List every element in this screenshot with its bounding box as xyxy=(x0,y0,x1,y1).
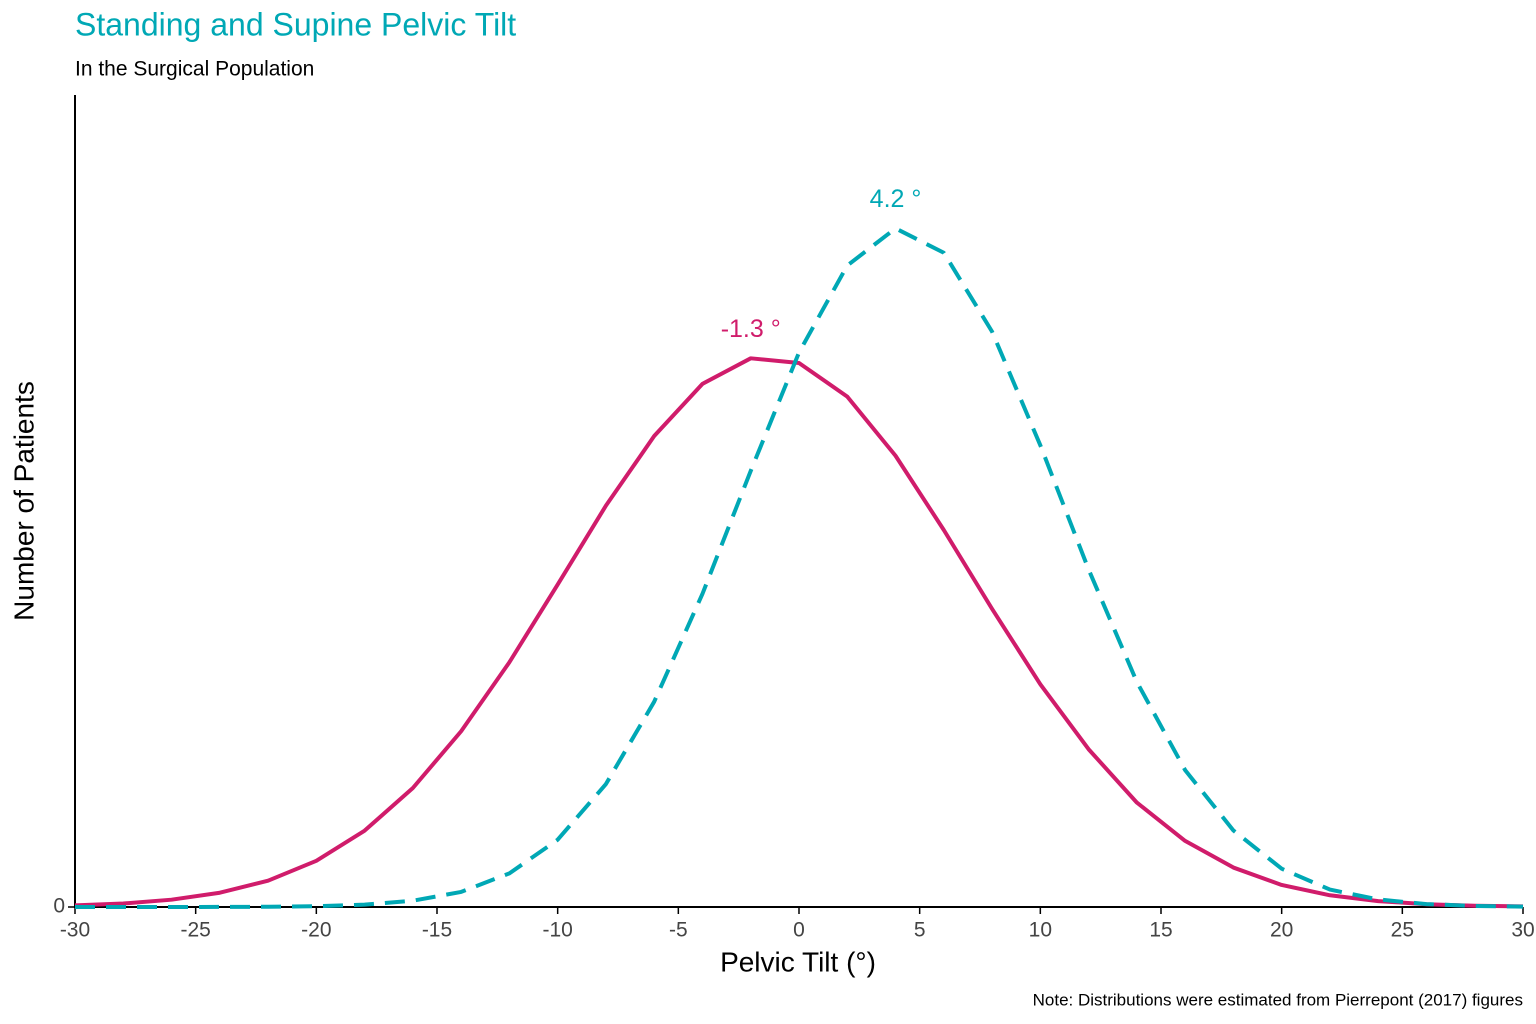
curve xyxy=(75,226,1524,909)
x-tick-label: -10 xyxy=(542,919,572,942)
x-tick-label: 10 xyxy=(1029,919,1052,942)
peak-label: -1.3 ° xyxy=(721,315,781,343)
x-tick-label: 25 xyxy=(1391,919,1414,942)
x-tick-label: -30 xyxy=(60,919,90,942)
x-tick-label: 15 xyxy=(1149,919,1172,942)
y-tick-label: 0 xyxy=(53,895,65,918)
x-tick-label: 5 xyxy=(914,919,926,942)
x-tick-label: -15 xyxy=(422,919,452,942)
x-tick-label: -25 xyxy=(180,919,210,942)
x-tick-label: 20 xyxy=(1270,919,1293,942)
curve xyxy=(74,356,1524,909)
x-tick-label: -5 xyxy=(669,919,688,942)
chart-subtitle: In the Surgical Population xyxy=(75,58,314,81)
x-axis-label: Pelvic Tilt (°) xyxy=(720,946,876,977)
x-tick-label: 0 xyxy=(793,919,805,942)
x-tick-label: 30 xyxy=(1511,919,1534,942)
y-axis-label: Number of Patients xyxy=(8,381,39,621)
x-tick-label: -20 xyxy=(301,919,331,942)
peak-label: 4.2 ° xyxy=(870,185,922,213)
note: Note: Distributions were estimated from … xyxy=(1033,990,1523,1009)
chart-title: Standing and Supine Pelvic Tilt xyxy=(75,6,516,42)
